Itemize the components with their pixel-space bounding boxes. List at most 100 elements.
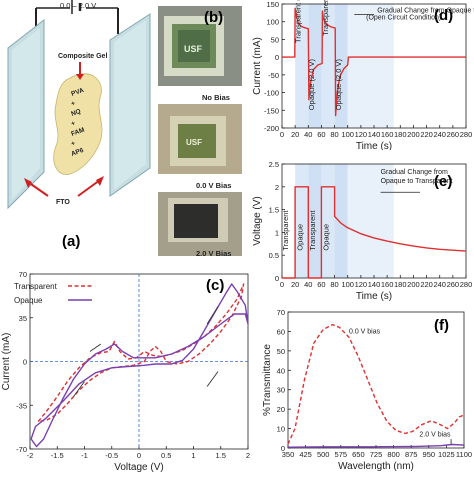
x-tick-label: 100 [341,280,354,289]
y-tick-label: -50 [268,71,279,80]
y-axis-label: Current (mA) [252,37,263,95]
x-tick-label: 280 [460,280,473,289]
series-line-0-0-v-bias [287,323,465,445]
y-tick-label: 0 [275,274,279,283]
series-line-opaque [30,283,249,448]
direction-arrow-icon [206,371,219,387]
annotation-open-circuit: (Open Circuit Condition) [366,15,441,22]
y-tick-label: 0 [275,53,279,62]
y-axis-label: Voltage (V) [252,196,263,245]
annotation-transparent-1: Transparent (0.0 V) [293,0,302,43]
x-tick-label: 160 [381,280,394,289]
annotation-opaque-1: Opaque [295,224,304,251]
photo-1-caption: No Bias [202,93,230,102]
gel-layer-label: + [70,140,76,148]
x-tick-label: 260 [447,280,460,289]
x-tick-label: 220 [420,280,433,289]
x-tick-label: 1 [191,451,195,460]
panel-label: (e) [434,173,452,190]
annotation-gradual-2: Opaque to Transparent [381,178,453,185]
fto-left-arrow-icon [27,181,49,197]
series-line-data-0 [282,186,467,279]
legend-label: Opaque [14,296,43,305]
series-line-transparent [37,283,245,423]
x-tick-label: -1.5 [51,451,64,460]
x-tick-label: 500 [317,450,330,459]
x-tick-label: 160 [381,130,394,139]
annotation-opaque-1: Opaque (2.0 V) [307,59,316,111]
y-tick-label: 2.5 [269,160,279,169]
shaded-region [295,4,309,128]
y-tick-label: 30 [277,386,285,395]
shaded-region [334,4,348,128]
panel-f-transmittance-chart: 350 425 500 575 650 725 800 875 950 1025 1100 0 10 20… [262,304,474,474]
x-tick-label: 240 [433,130,446,139]
panel-label: (f) [434,317,449,334]
x-tick-label: 80 [330,280,338,289]
gel-layer-label: + [70,120,76,128]
y-tick-label: 70 [277,308,285,317]
panel-e-voltage-time-chart: 0 20 40 60 80 100 120 140 160 180 200 220 240 260 280 0… [252,150,474,304]
x-tick-label: 0.5 [161,451,171,460]
x-tick-label: 180 [394,130,407,139]
y-tick-label: -200 [264,124,279,133]
x-tick-label: 1100 [456,450,472,459]
shaded-region [347,164,394,278]
series-label-2v: 2.0 V bias [419,431,451,438]
x-tick-label: 120 [355,130,368,139]
panel-b-label: (b) [204,9,223,26]
gel-layer-label: NQ [70,108,82,118]
direction-arrow-icon [89,343,102,352]
y-tick-label: 60 [277,327,285,336]
panel-label: (d) [434,7,453,24]
y-tick-label: 50 [271,35,279,44]
y-tick-label: 2 [275,183,279,192]
series-label-0v: 0.0 V bias [349,328,381,335]
x-tick-label: 0 [280,130,284,139]
x-tick-label: 20 [291,130,299,139]
y-tick-label: 70 [19,270,27,279]
x-tick-label: 100 [341,130,354,139]
composite-gel-label: Composite Gel [58,53,107,60]
panel-label: (c) [206,277,224,294]
y-tick-label: 0 [23,358,27,367]
x-tick-label: 200 [407,280,420,289]
direction-arrow-icon [73,381,85,397]
shaded-region [321,4,335,128]
photo-zero-bias: USF 0.0 V Bias [158,104,242,190]
photo-two-volt-bias: 2.0 V Bias [158,192,242,258]
y-tick-label: 40 [277,366,285,375]
x-tick-label: 1025 [438,450,455,459]
x-tick-label: -1 [81,451,88,460]
y-tick-label: -150 [264,106,279,115]
annotation-opaque-2: Opaque [322,224,331,251]
y-tick-label: -100 [264,89,279,98]
gel-layer-label: + [70,100,76,108]
x-tick-label: 650 [352,450,365,459]
y-tick-label: 100 [266,18,279,27]
x-tick-label: 200 [407,130,420,139]
annotation-transparent-2: Transparent (0.0 V) [321,0,330,36]
y-tick-label: -70 [16,445,27,454]
voltage-label: 0.0 – 2.0 V [60,1,96,10]
x-tick-label: -2 [27,451,34,460]
y-tick-label: 20 [277,405,285,414]
panel-a-label: (a) [62,233,80,250]
annotation-opaque-2: Opaque (2.0 V) [334,59,343,111]
x-tick-label: 140 [368,130,381,139]
x-axis-label: Voltage (V) [114,462,163,473]
x-tick-label: 40 [304,280,312,289]
shaded-region [334,164,348,278]
x-axis-label: Time (s) [356,141,392,150]
x-tick-label: 875 [405,450,418,459]
photo-2-logo: USF [186,138,202,147]
gel-layer-label: FAM [70,127,85,138]
x-tick-label: 180 [394,280,407,289]
x-tick-label: 40 [304,130,312,139]
x-axis-label: Time (s) [356,291,392,302]
fto-right-arrow-icon [77,179,101,197]
y-axis-label: %Transmittance [262,344,273,416]
gel-layer-label: AP6 [70,147,85,158]
x-tick-label: 350 [282,450,295,459]
y-tick-label: 35 [19,314,27,323]
